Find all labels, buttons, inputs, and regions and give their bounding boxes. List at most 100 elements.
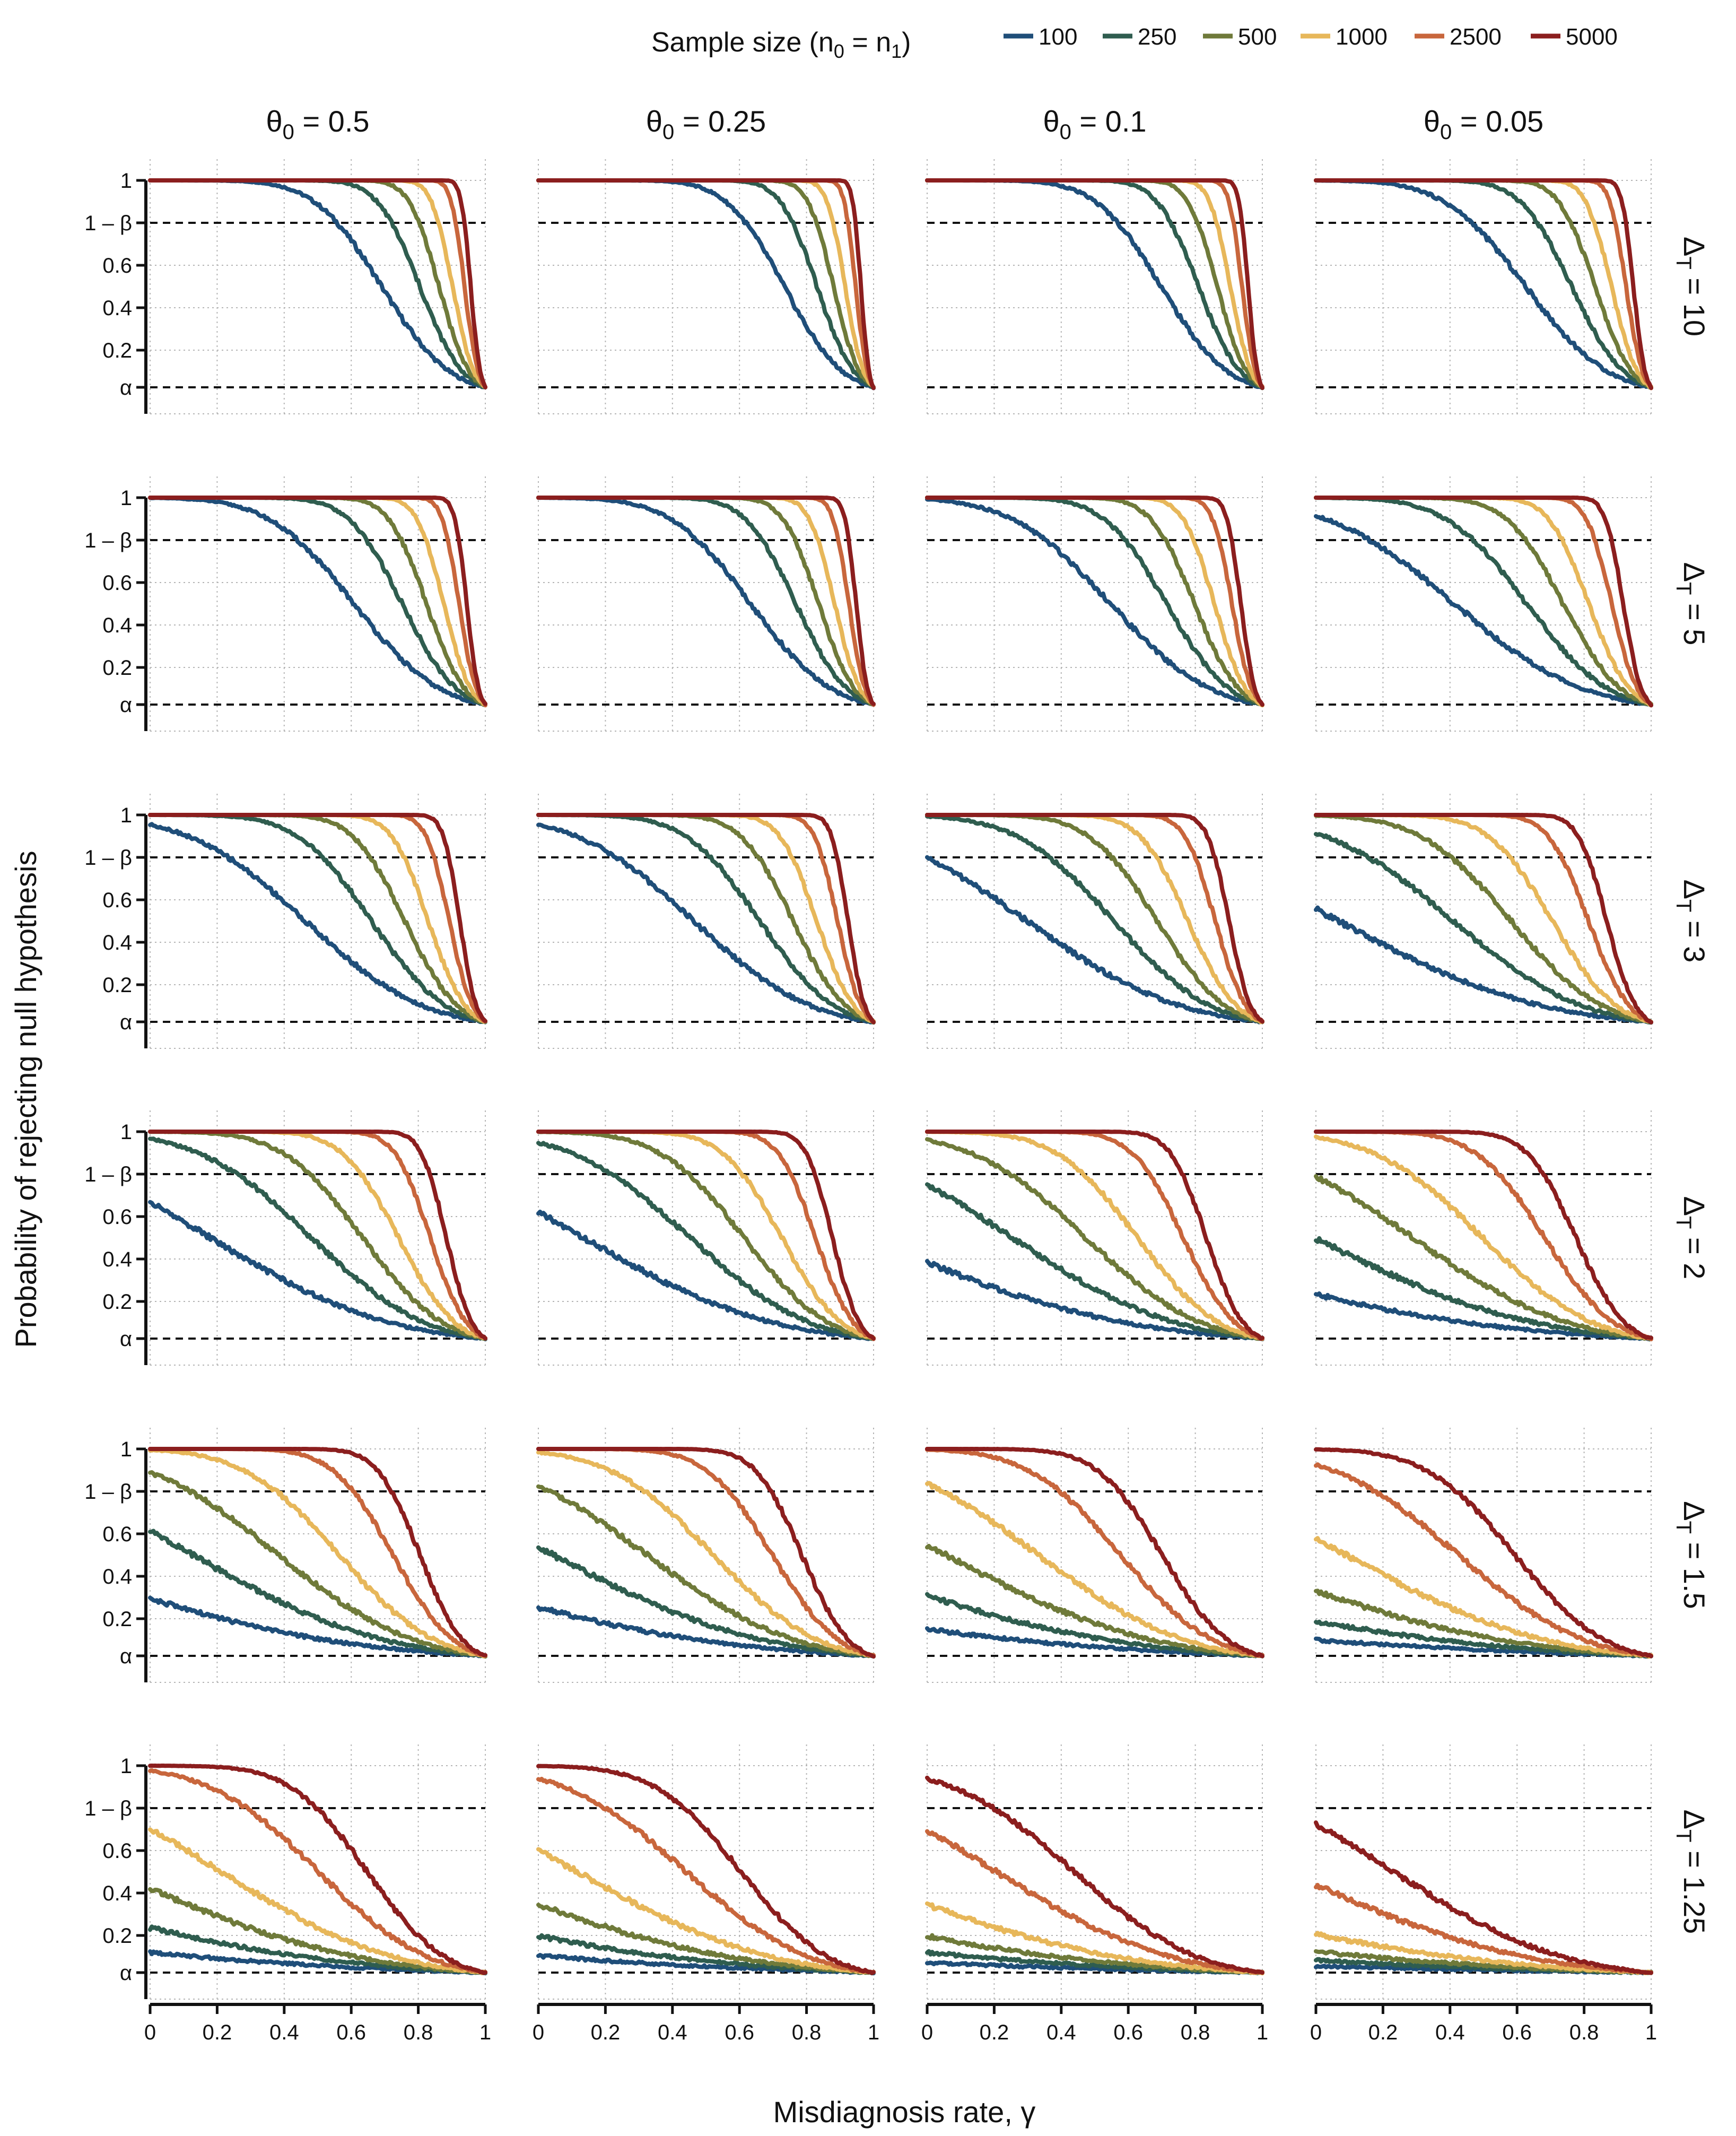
y-tick-label: 1 – β <box>84 846 132 870</box>
series-line-100 <box>536 1210 876 1341</box>
y-tick-label: 1 <box>120 1755 132 1778</box>
series-line-100 <box>536 822 876 1024</box>
column-header-value: = 0.05 <box>1452 105 1543 138</box>
legend-title-sub1: 1 <box>891 40 902 62</box>
series-line-2500 <box>925 1829 1264 1975</box>
panel-r5-c1 <box>148 1428 487 1683</box>
panel-r2-c4 <box>1314 476 1653 732</box>
series-line-500 <box>148 1887 487 1975</box>
row-header-value: = 10 <box>1678 270 1711 336</box>
panel-r2-c3 <box>925 476 1264 732</box>
panel-background <box>1316 159 1651 414</box>
panel-r6-c3 <box>925 1744 1264 2000</box>
legend-label-250: 250 <box>1138 24 1176 50</box>
panel-r6-c4 <box>1314 1744 1653 2000</box>
row-header-subscript: T <box>1672 1216 1695 1229</box>
y-axis-row-2: α 0.2 0.4 0.6 1 – β 1 <box>84 487 147 731</box>
panel-r3-c3 <box>925 794 1264 1049</box>
row-header-1: ΔT = 10 <box>1672 237 1711 336</box>
y-axis-row-4: α 0.2 0.4 0.6 1 – β 1 <box>84 1121 147 1365</box>
y-axis-label: Probability of rejecting null hypothesis <box>9 851 42 1348</box>
column-header-value: = 0.5 <box>294 105 370 138</box>
y-tick-label: 1 <box>120 487 132 510</box>
series-line-2500 <box>536 1776 876 1975</box>
panel-background <box>1316 476 1651 731</box>
x-axis-col-2: 0 0.2 0.4 0.6 0.8 1 <box>533 2003 879 2044</box>
panel-r4-c1 <box>148 1110 487 1366</box>
x-tick-label: 0.8 <box>404 2021 433 2044</box>
y-tick-label: α <box>120 1011 132 1034</box>
series-line-1000 <box>925 1901 1264 1976</box>
x-tick-label: 0.2 <box>591 2021 621 2044</box>
column-header-subscript: 0 <box>1060 120 1071 144</box>
y-tick-label: 0.6 <box>102 1205 132 1229</box>
panel-background <box>927 1428 1262 1682</box>
row-header-symbol: Δ <box>1678 1810 1711 1829</box>
row-header-symbol: Δ <box>1678 237 1711 256</box>
panel-r1-c4 <box>1314 159 1653 414</box>
series-line-1000 <box>1314 1536 1653 1659</box>
panel-r1-c2 <box>536 159 876 414</box>
y-tick-label: 0.6 <box>102 571 132 595</box>
x-tick-label: 0.2 <box>203 2021 232 2044</box>
row-header-3: ΔT = 3 <box>1672 880 1711 963</box>
series-line-250 <box>148 1136 487 1341</box>
series-line-500 <box>1314 813 1653 1024</box>
y-tick-label: 0.2 <box>102 1924 132 1948</box>
series-line-100 <box>148 496 487 707</box>
panel-background <box>927 159 1262 414</box>
row-header-symbol: Δ <box>1678 562 1711 582</box>
row-header-subscript: T <box>1672 899 1695 912</box>
y-tick-label: α <box>120 1961 132 1985</box>
panel-background <box>150 159 485 414</box>
x-tick-label: 1 <box>1257 2021 1268 2044</box>
y-tick-label: 0.4 <box>102 614 132 637</box>
y-tick-label: 1 <box>120 804 132 827</box>
x-axis-col-4: 0 0.2 0.4 0.6 0.8 1 <box>1310 2003 1657 2044</box>
legend-label-500: 500 <box>1238 24 1277 50</box>
series-line-5000 <box>925 813 1264 1024</box>
series-line-100 <box>536 1605 876 1659</box>
legend-label-100: 100 <box>1039 24 1077 50</box>
column-header-subscript: 0 <box>662 120 674 144</box>
series-line-2500 <box>925 1447 1264 1658</box>
x-tick-label: 0 <box>1310 2021 1322 2044</box>
panel-r4-c2 <box>536 1110 876 1366</box>
series-line-500 <box>536 1130 876 1341</box>
series-line-250 <box>925 1592 1264 1658</box>
x-tick-label: 0.8 <box>792 2021 822 2044</box>
y-tick-label: α <box>120 376 132 400</box>
row-header-value: = 1.25 <box>1678 1843 1711 1934</box>
series-line-100 <box>925 497 1264 707</box>
series-line-500 <box>1314 1174 1653 1341</box>
legend-title-main: Sample size (n <box>651 27 834 58</box>
panel-r1-c1 <box>148 159 487 414</box>
facet-panels <box>148 159 1653 2000</box>
series-line-5000 <box>148 1764 487 1975</box>
series-line-5000 <box>925 1775 1264 1975</box>
panel-r3-c2 <box>536 794 876 1049</box>
panel-background <box>1316 794 1651 1048</box>
series-line-5000 <box>148 1447 487 1657</box>
series-line-5000 <box>1314 813 1653 1024</box>
y-tick-label: 0.2 <box>102 1608 132 1631</box>
x-axis-label: Misdiagnosis rate, γ <box>773 2095 1036 2129</box>
column-header-value: = 0.1 <box>1071 105 1147 138</box>
legend-title-mid: = n <box>844 27 891 58</box>
row-header-value: = 3 <box>1678 912 1711 962</box>
y-tick-label: 1 – β <box>84 529 132 552</box>
x-tick-label: 0.2 <box>1368 2021 1398 2044</box>
x-tick-label: 0.6 <box>336 2021 366 2044</box>
y-tick-label: 0.4 <box>102 297 132 320</box>
y-tick-label: 0.2 <box>102 339 132 362</box>
y-tick-label: 1 – β <box>84 212 132 235</box>
column-header-symbol: θ <box>1043 105 1059 138</box>
column-headers: θ0 = 0.5 θ0 = 0.25 θ0 = 0.1 θ0 = 0.05 <box>266 105 1543 144</box>
y-tick-label: 0.6 <box>102 1839 132 1863</box>
panel-r5-c4 <box>1314 1428 1653 1683</box>
series-line-5000 <box>148 496 487 706</box>
y-tick-label: 0.2 <box>102 1290 132 1314</box>
column-header-subscript: 0 <box>283 120 294 144</box>
x-tick-label: 0 <box>921 2021 933 2044</box>
column-header-subscript: 0 <box>1440 120 1452 144</box>
